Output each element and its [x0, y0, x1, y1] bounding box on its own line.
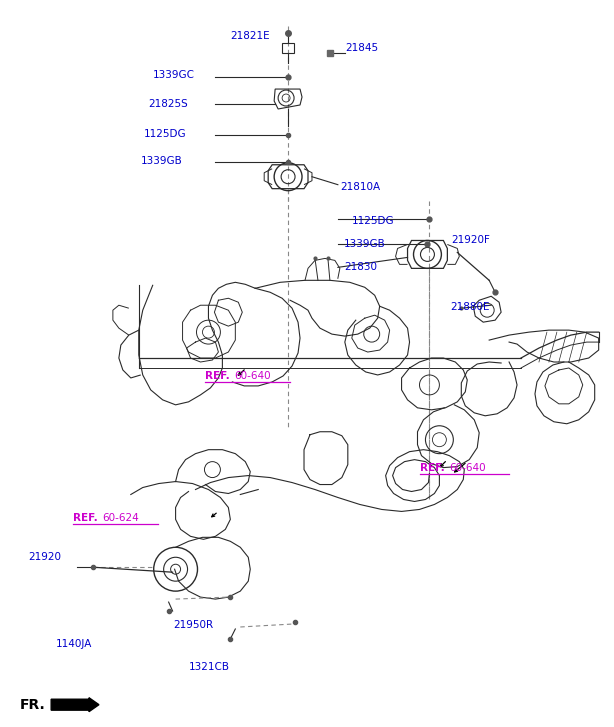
Text: FR.: FR.	[19, 698, 45, 712]
Text: REF.: REF.	[421, 462, 445, 473]
Text: REF.: REF.	[73, 513, 98, 523]
Text: 21825S: 21825S	[149, 99, 188, 109]
Text: 21845: 21845	[345, 43, 378, 53]
Text: 21810A: 21810A	[340, 182, 380, 192]
Text: 1321CB: 1321CB	[188, 662, 230, 672]
Text: 60-640: 60-640	[235, 371, 271, 381]
Text: 1339GB: 1339GB	[141, 156, 182, 166]
Text: 21830: 21830	[344, 262, 377, 273]
Text: 60-624: 60-624	[102, 513, 139, 523]
Text: 21950R: 21950R	[174, 620, 214, 630]
Text: 1125DG: 1125DG	[144, 129, 187, 139]
Text: 21880E: 21880E	[450, 302, 490, 312]
Text: 1125DG: 1125DG	[352, 215, 394, 225]
Text: 60-640: 60-640	[449, 462, 486, 473]
Text: 21920: 21920	[28, 553, 61, 562]
FancyArrow shape	[51, 698, 99, 712]
Text: 21821E: 21821E	[230, 31, 270, 41]
Text: 1140JA: 1140JA	[56, 639, 93, 649]
Text: 1339GC: 1339GC	[153, 70, 195, 80]
Text: REF.: REF.	[206, 371, 230, 381]
Text: 21920F: 21920F	[451, 236, 490, 246]
Text: 1339GB: 1339GB	[344, 239, 386, 249]
